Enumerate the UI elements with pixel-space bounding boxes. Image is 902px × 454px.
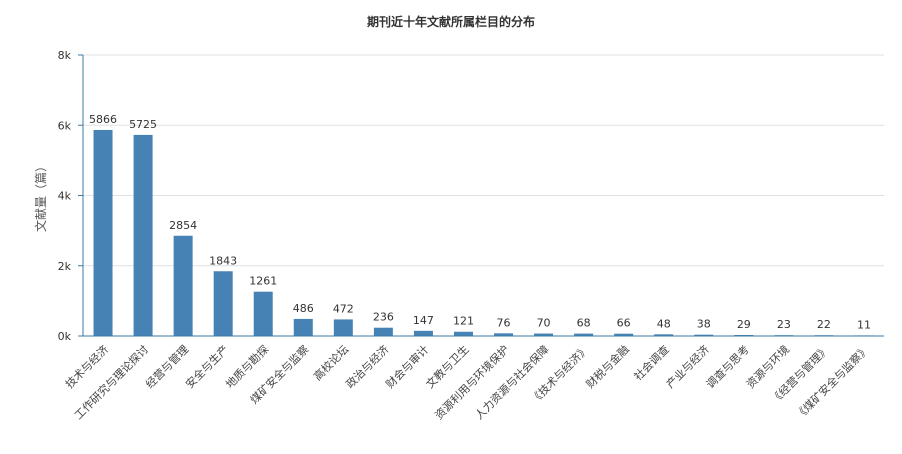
bar[interactable] xyxy=(734,334,754,336)
y-tick-label: 0k xyxy=(58,330,72,343)
x-tick-label: 社会调查 xyxy=(631,342,672,383)
data-labels: 5866 5725 2854 1843 1261 486 472 236 147 121 76 70 6… xyxy=(89,113,871,331)
data-label: 70 xyxy=(537,317,551,330)
bar[interactable] xyxy=(614,333,634,336)
x-tick-label: 《煤矿安全与监察》 xyxy=(792,342,872,422)
y-tick-label: 4k xyxy=(58,190,72,203)
data-label: 23 xyxy=(777,318,791,331)
data-label: 68 xyxy=(577,317,591,330)
data-label: 29 xyxy=(737,318,751,331)
data-label: 66 xyxy=(617,317,631,330)
data-label: 121 xyxy=(453,315,474,328)
data-label: 22 xyxy=(817,318,831,331)
data-label: 236 xyxy=(373,311,394,324)
x-tick-label: 高校论坛 xyxy=(310,342,351,383)
bar[interactable] xyxy=(453,331,473,336)
data-label: 486 xyxy=(293,302,314,315)
data-label: 76 xyxy=(497,316,511,329)
bar[interactable] xyxy=(93,129,113,336)
bar[interactable] xyxy=(694,334,714,336)
y-axis-ticks: 0k 2k 4k 6k 8k xyxy=(58,49,83,343)
bar[interactable] xyxy=(373,327,393,336)
bar[interactable] xyxy=(654,334,674,336)
bar[interactable] xyxy=(173,235,193,336)
bar[interactable] xyxy=(574,333,594,336)
bar[interactable] xyxy=(213,271,233,336)
bar[interactable] xyxy=(253,291,273,336)
y-tick-label: 8k xyxy=(58,49,72,62)
bar[interactable] xyxy=(494,333,514,336)
data-label: 11 xyxy=(857,318,871,331)
data-label: 1261 xyxy=(249,275,277,288)
data-label: 472 xyxy=(333,302,354,315)
data-label: 1843 xyxy=(209,254,237,267)
x-tick-label: 财税与金融 xyxy=(583,342,632,391)
y-tick-label: 6k xyxy=(58,119,72,132)
data-label: 48 xyxy=(657,317,671,330)
bar[interactable] xyxy=(293,318,313,336)
data-label: 2854 xyxy=(169,219,197,232)
bar[interactable] xyxy=(413,330,433,336)
grid-lines xyxy=(83,54,884,267)
y-tick-label: 2k xyxy=(58,260,72,273)
data-label: 147 xyxy=(413,314,434,327)
bar[interactable] xyxy=(534,333,554,336)
data-label: 5725 xyxy=(129,118,157,131)
chart-title: 期刊近十年文献所属栏目的分布 xyxy=(367,14,535,29)
x-tick-label: 人力资源与社会保障 xyxy=(472,342,552,422)
data-label: 5866 xyxy=(89,113,117,126)
bars xyxy=(93,129,874,336)
data-label: 38 xyxy=(697,318,711,331)
y-axis-label: 文献量（篇） xyxy=(33,160,48,232)
x-tick-label: 工作研究与理论探讨 xyxy=(71,342,151,422)
x-tick-label: 资源利用与环境保护 xyxy=(432,342,512,422)
bar[interactable] xyxy=(133,134,153,336)
bar[interactable] xyxy=(333,319,353,336)
